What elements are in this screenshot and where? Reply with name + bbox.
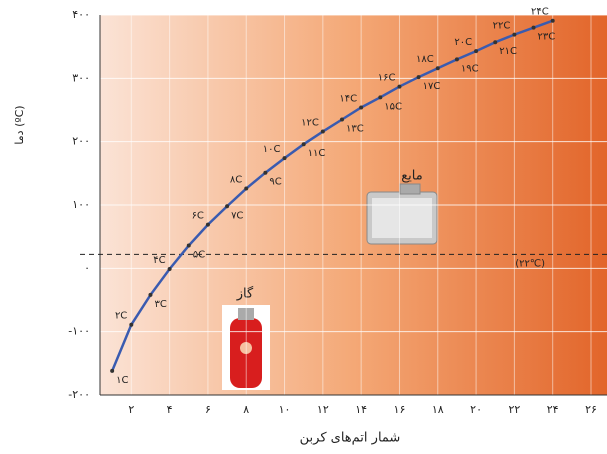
data-point [359,105,364,110]
point-label: ۲۱C [499,46,517,57]
y-tick-label: -۱۰۰ [68,325,90,338]
x-tick-label: ۴ [167,403,173,416]
x-tick-label: ۲۰ [470,403,482,416]
data-point [416,75,421,80]
data-point [493,40,498,45]
point-label: ۲۴C [531,7,549,18]
y-tick-label: ۲۰۰ [72,135,90,148]
point-label: ۹C [269,177,281,188]
x-tick-label: ۸ [243,403,249,416]
point-label: ۱۹C [461,63,479,74]
data-point [167,266,172,271]
data-point [205,222,210,227]
point-label: ۲C [115,311,127,322]
point-label: ۱۲C [301,118,319,129]
y-tick-label: ۳۰۰ [72,71,90,84]
reference-label: (۲۲℃) [515,258,545,269]
point-label: ۱۰C [263,144,281,155]
x-tick-label: ۲۶ [585,403,597,416]
point-label: ۶C [192,211,204,222]
y-tick-label: ۰ [84,261,90,274]
x-tick-label: ۱۲ [317,403,329,416]
data-point [550,18,555,23]
y-axis-label: دما (ºC) [13,105,26,144]
y-tick-label: ۱۰۰ [72,198,90,211]
data-point [397,84,402,89]
point-label: ۲۰C [454,37,472,48]
data-point [512,32,517,37]
point-label: ۷C [231,210,243,221]
annotation: گاز [236,286,254,302]
x-tick-label: ۱۰ [279,403,291,416]
x-tick-label: ۲۲ [508,403,520,416]
x-axis-label: شمار اتم‌های کربن [300,431,401,446]
data-point [186,243,191,248]
data-point [282,156,287,161]
x-tick-label: ۱۶ [394,403,406,416]
x-tick-label: ۱۴ [355,403,367,416]
data-point [474,49,479,54]
data-point [435,66,440,71]
x-tick-label: ۲۴ [547,403,559,416]
x-tick-label: ۶ [205,403,211,416]
point-label: ۲۲C [493,21,511,32]
point-label: ۱C [116,375,128,386]
data-point [129,322,134,327]
data-point [340,117,344,122]
point-label: ۱۷C [423,81,441,92]
data-point [148,292,153,297]
data-point [454,57,459,62]
point-label: ۳C [154,299,166,310]
point-label: ۱۶C [378,73,396,84]
point-label: ۱۸C [416,54,434,65]
point-label: ۱۵C [384,101,402,112]
point-label: ۴C [153,255,165,266]
x-tick-label: ۲ [128,403,134,416]
data-line [110,19,554,372]
data-point [301,142,306,147]
liquid-canister-icon [366,183,438,245]
data-point [320,129,325,134]
y-tick-label: -۲۰۰ [68,388,90,401]
point-label: ۱۴C [339,93,357,104]
data-point [225,204,230,209]
annotation: مایع [401,169,422,184]
y-tick-label: ۴۰۰ [72,8,90,21]
point-label: ۵C [193,250,205,261]
data-point [110,368,115,373]
data-point [263,170,268,175]
data-point [378,95,383,100]
point-label: ۲۳C [538,32,556,43]
point-label: ۱۱C [308,148,326,159]
data-point [531,25,536,30]
point-label: ۱۳C [346,124,364,135]
x-tick-label: ۱۸ [432,403,444,416]
data-point [244,186,249,191]
point-label: ۸C [230,175,242,186]
